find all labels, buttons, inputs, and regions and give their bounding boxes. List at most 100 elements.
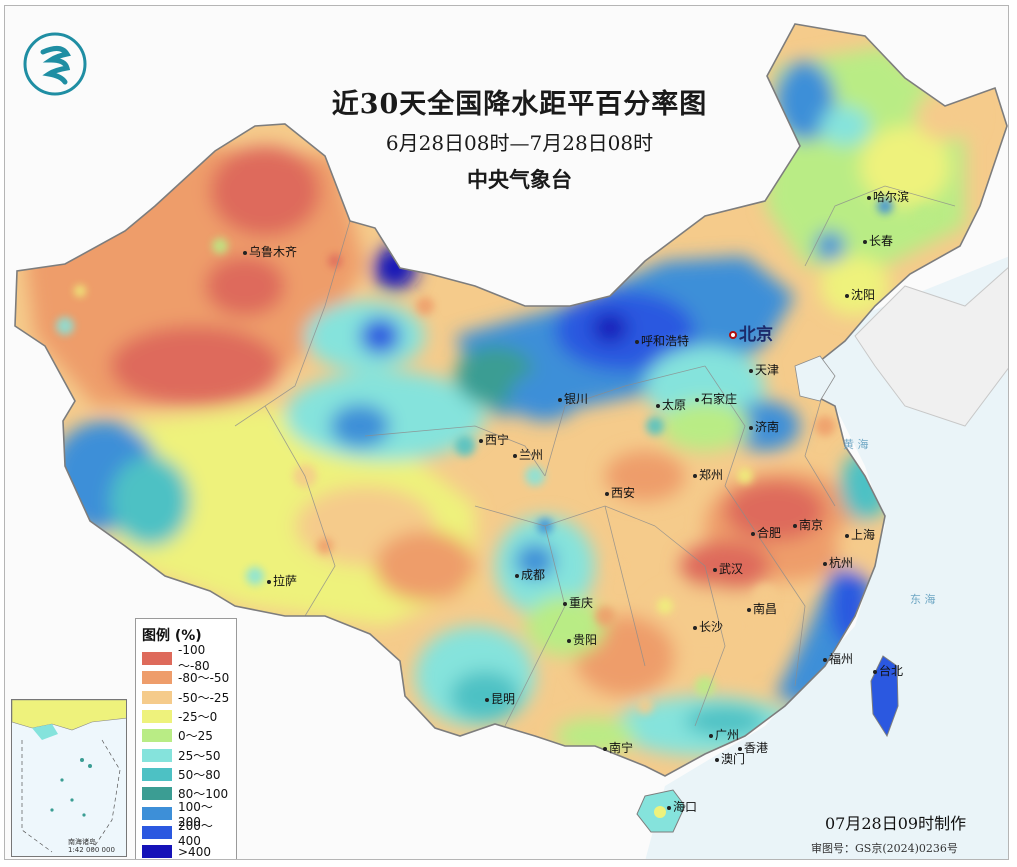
city-dot-icon: [605, 491, 609, 496]
city-label: 昆明: [491, 692, 516, 706]
city-jinan: 济南: [749, 418, 779, 435]
legend-label: 50～80: [178, 767, 221, 782]
city-guangzhou: 广州: [709, 726, 739, 743]
organization-label: 中央气象台: [467, 168, 572, 192]
legend-label: 200～400: [178, 818, 213, 848]
city-label: 沈阳: [851, 288, 876, 302]
city-shijiazhuang: 石家庄: [695, 390, 737, 407]
legend-item: 50～80: [142, 765, 230, 784]
city-chengdu: 成都: [515, 566, 545, 583]
city-dot-icon: [603, 746, 607, 751]
city-label: 呼和浩特: [641, 334, 690, 348]
city-dot-icon: [695, 397, 699, 402]
city-label: 杭州: [829, 556, 854, 570]
city-label: 兰州: [519, 448, 544, 462]
legend-title: 图例 (%): [142, 628, 202, 644]
city-label: 福州: [829, 652, 854, 666]
legend-swatch: [142, 845, 172, 859]
city-dot-icon: [485, 697, 489, 702]
city-label: 合肥: [757, 526, 782, 540]
legend-item: 100～200: [142, 800, 230, 829]
city-dot-icon: [656, 403, 660, 408]
city-dot-icon: [693, 473, 697, 478]
made-time-label: 07月28日09时制作: [825, 814, 967, 833]
city-tianjin: 天津: [749, 361, 779, 378]
city-beijing: 北京: [729, 320, 773, 345]
city-haikou: 海口: [667, 798, 697, 815]
city-label: 西安: [611, 486, 636, 500]
city-dot-icon: [823, 657, 827, 662]
city-dot-icon: [873, 669, 877, 674]
city-label: 南京: [799, 518, 824, 532]
city-macau: 澳门: [715, 750, 745, 767]
map-legend: 图例 (%) -100～-80 -80～-50 -50～-25 -25～0 0～25 25…: [135, 618, 237, 859]
legend-label: -50～-25: [178, 690, 230, 705]
city-hangzhou: 杭州: [823, 554, 853, 571]
legend-swatch: [142, 825, 172, 839]
city-lhasa: 拉萨: [267, 572, 297, 589]
city-label: 济南: [755, 420, 780, 434]
city-label: 拉萨: [273, 574, 298, 588]
legend-label: 0～25: [178, 729, 213, 744]
legend-label: >400: [178, 844, 211, 859]
city-nanning: 南宁: [603, 739, 633, 756]
legend-item: >400: [142, 842, 230, 859]
city-label: 重庆: [569, 596, 594, 610]
city-label: 台北: [879, 664, 904, 678]
city-xining: 西宁: [479, 431, 509, 448]
legend-label: -25～0: [178, 710, 218, 725]
city-label: 海口: [673, 800, 698, 814]
map-title: 近30天全国降水距平百分率图: [331, 89, 708, 120]
capital-star-icon: [729, 331, 737, 339]
sea-label-east-sea: 东 海: [910, 593, 936, 606]
city-dot-icon: [867, 195, 871, 200]
city-label: 澳门: [721, 752, 746, 766]
city-xian: 西安: [605, 484, 635, 501]
city-hongkong: 香港: [738, 739, 768, 756]
legend-label: 80～100: [178, 787, 229, 802]
city-label: 上海: [851, 528, 876, 542]
city-dot-icon: [667, 805, 671, 810]
inset-map: [12, 700, 126, 853]
legend-item: -50～-25: [142, 688, 230, 707]
legend-item: 200～400: [142, 819, 230, 848]
city-dot-icon: [738, 746, 742, 751]
city-dot-icon: [747, 607, 751, 612]
city-fuzhou: 福州: [823, 650, 853, 667]
city-nanchang: 南昌: [747, 600, 777, 617]
city-dot-icon: [749, 368, 753, 373]
inset-title: 南海诸岛: [68, 838, 96, 846]
city-shenyang: 沈阳: [845, 286, 875, 303]
city-label: 太原: [662, 398, 687, 412]
city-label: 长沙: [699, 620, 724, 634]
map-subtitle: 6月28日08时—7月28日08时: [385, 131, 654, 155]
city-zhengzhou: 郑州: [693, 466, 723, 483]
review-number-label: 审图号：GS京(2024)0236号: [811, 842, 958, 855]
inset-scale: 1:42 000 000: [68, 846, 115, 854]
legend-swatch: [142, 652, 172, 666]
city-dot-icon: [751, 531, 755, 536]
city-shanghai: 上海: [845, 526, 875, 543]
city-dot-icon: [709, 733, 713, 738]
precipitation-map: [5, 6, 1008, 859]
city-label: 广州: [715, 728, 740, 742]
city-dot-icon: [515, 573, 519, 578]
city-dot-icon: [693, 625, 697, 630]
city-changsha: 长沙: [693, 618, 723, 635]
legend-item: 25～50: [142, 745, 230, 764]
city-dot-icon: [558, 397, 562, 402]
city-nanjing: 南京: [793, 516, 823, 533]
city-label: 贵阳: [573, 633, 598, 647]
city-harbin: 哈尔滨: [867, 188, 909, 205]
legend-swatch: [142, 748, 172, 762]
city-guiyang: 贵阳: [567, 631, 597, 648]
city-yinchuan: 银川: [558, 390, 588, 407]
city-label: 天津: [755, 363, 780, 377]
legend-swatch: [142, 710, 172, 724]
city-dot-icon: [845, 293, 849, 298]
city-chongqing: 重庆: [563, 594, 593, 611]
sea-label-yellow-sea: 黄 海: [843, 438, 869, 451]
city-hefei: 合肥: [751, 524, 781, 541]
city-label: 香港: [744, 741, 769, 755]
legend-label: -100～-80: [178, 643, 210, 674]
